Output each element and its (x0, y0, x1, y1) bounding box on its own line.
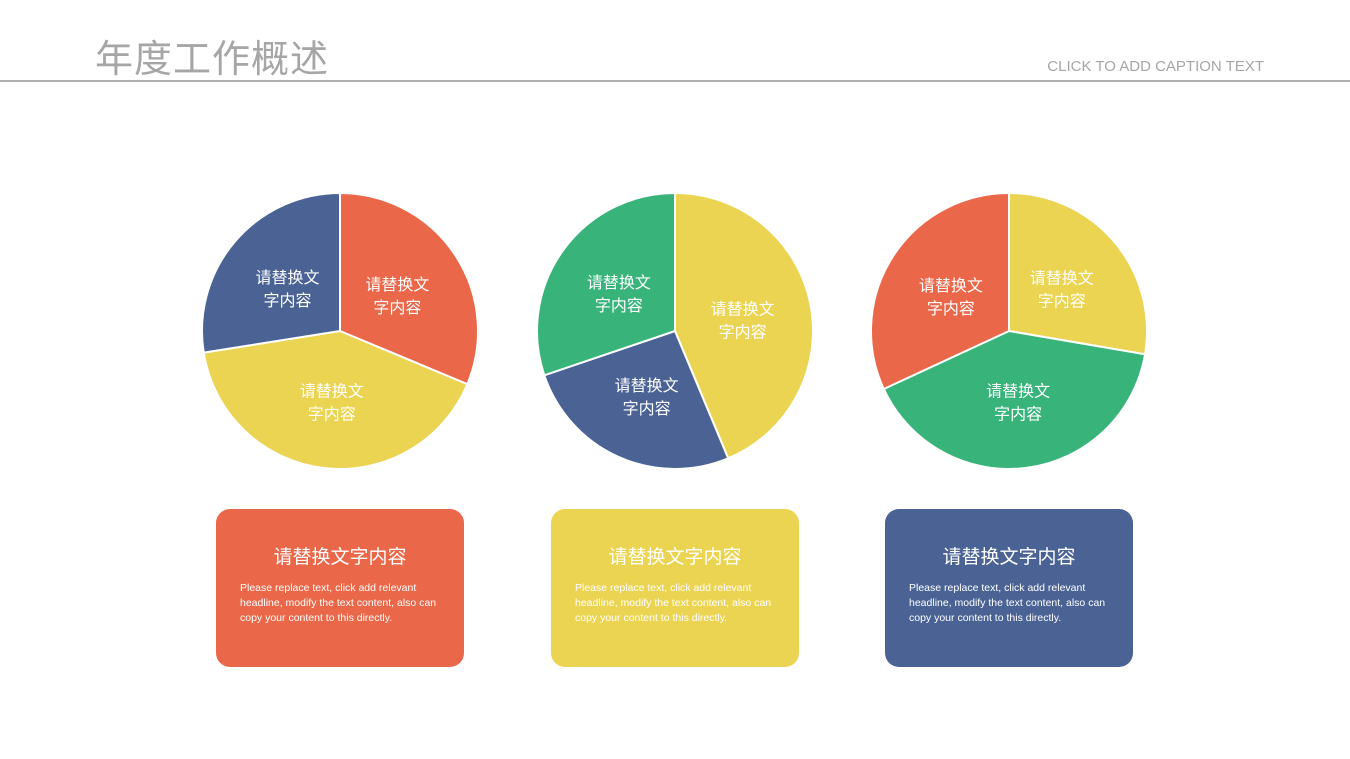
card-title: 请替换文字内容 (273, 546, 407, 568)
card-3: 请替换文字内容 Please replace text, click add r… (885, 509, 1133, 667)
pie-slice (882, 329, 1147, 470)
card-2: 请替换文字内容 Please replace text, click add r… (551, 509, 799, 667)
slice-label: 请替换文 (986, 381, 1050, 400)
pie-slice (674, 191, 814, 460)
slice-label: 字内容 (373, 298, 421, 317)
pie-slice (870, 191, 1010, 391)
slice-label: 字内容 (1038, 292, 1086, 311)
pie-slice (339, 191, 479, 386)
card-title: 请替换文字内容 (942, 546, 1076, 568)
slice-label: 请替换文 (1030, 269, 1094, 288)
slice-label: 字内容 (264, 291, 312, 310)
pie-slice (201, 191, 341, 354)
slice-label: 字内容 (994, 404, 1042, 423)
slice-label: 字内容 (595, 296, 643, 315)
slice-label: 字内容 (719, 322, 767, 341)
slice-label: 请替换文 (919, 276, 983, 295)
slice-label: 请替换文 (711, 299, 775, 318)
pie-slice (543, 329, 730, 470)
card-title: 请替换文字内容 (608, 546, 742, 568)
pie-slice (536, 191, 676, 377)
pie-slice (202, 329, 469, 470)
card-body: Please replace text, click add relevant … (240, 582, 437, 624)
slice-label: 字内容 (308, 405, 356, 424)
card-1: 请替换文字内容 Please replace text, click add r… (216, 509, 464, 667)
slice-label: 请替换文 (365, 275, 429, 294)
slice-label: 请替换文 (256, 268, 320, 287)
slice-label: 字内容 (623, 399, 671, 418)
slice-label: 请替换文 (300, 382, 364, 401)
slice-label: 请替换文 (615, 376, 679, 395)
caption-text[interactable]: CLICK TO ADD CAPTION TEXT (1047, 58, 1264, 75)
card-body: Please replace text, click add relevant … (575, 582, 772, 624)
card-body: Please replace text, click add relevant … (909, 582, 1106, 624)
pie-slice (1008, 191, 1148, 356)
page-title: 年度工作概述 (95, 37, 330, 81)
slice-label: 字内容 (927, 299, 975, 318)
header-divider (0, 80, 1350, 82)
slice-label: 请替换文 (587, 273, 651, 292)
